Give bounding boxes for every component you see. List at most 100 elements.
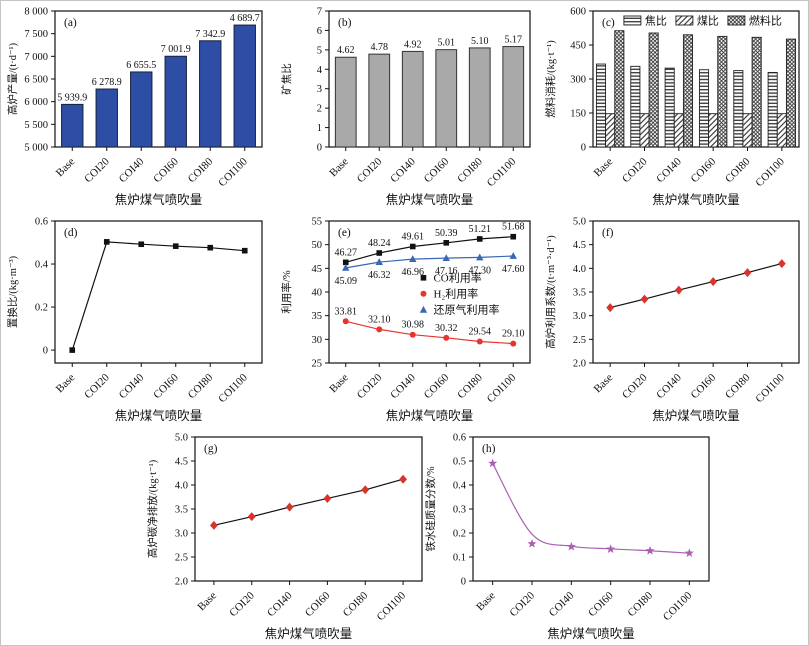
svg-text:5 939.9: 5 939.9 bbox=[57, 92, 87, 103]
svg-text:COI80: COI80 bbox=[341, 589, 371, 619]
svg-text:5.01: 5.01 bbox=[438, 38, 456, 49]
svg-text:(g): (g) bbox=[204, 443, 218, 455]
svg-text:3.5: 3.5 bbox=[573, 288, 586, 299]
svg-text:0.3: 0.3 bbox=[453, 505, 466, 516]
svg-text:Base: Base bbox=[195, 590, 219, 614]
svg-text:COI100: COI100 bbox=[753, 155, 787, 189]
svg-text:5 500: 5 500 bbox=[24, 120, 48, 131]
svg-text:COI80: COI80 bbox=[186, 371, 216, 401]
svg-text:(b): (b) bbox=[338, 17, 352, 29]
svg-text:0.2: 0.2 bbox=[35, 303, 48, 314]
chart-canvas-d: 0 0.2 0.4 0.6 Base COI20 COI40 COI60 COI80 COI100… bbox=[6, 217, 263, 423]
svg-text:Base: Base bbox=[54, 372, 78, 396]
svg-text:5.0: 5.0 bbox=[175, 433, 188, 444]
svg-text:8 000: 8 000 bbox=[24, 7, 48, 18]
svg-text:46.32: 46.32 bbox=[368, 270, 391, 281]
svg-text:COI60: COI60 bbox=[586, 589, 616, 619]
svg-text:0: 0 bbox=[581, 143, 586, 154]
svg-text:450: 450 bbox=[570, 41, 586, 52]
svg-text:Base: Base bbox=[327, 156, 351, 180]
svg-text:7 000: 7 000 bbox=[24, 52, 48, 63]
svg-text:焦炉煤气喷吹量: 焦炉煤气喷吹量 bbox=[652, 408, 740, 423]
chart-canvas-f: 2.0 2.5 3.0 3.5 4.0 4.5 5.0 Base COI20 COI40 COI60… bbox=[544, 217, 800, 423]
svg-text:COI100: COI100 bbox=[485, 155, 519, 189]
svg-text:COI60: COI60 bbox=[422, 371, 452, 401]
svg-text:3: 3 bbox=[317, 84, 322, 95]
svg-text:3.5: 3.5 bbox=[175, 505, 188, 516]
subplot-a-blast-furnace-output-bar-chart: 5 000 5 500 6 000 6 500 7 000 7 500 8 000 Base C… bbox=[3, 3, 271, 209]
svg-text:25: 25 bbox=[312, 359, 323, 370]
svg-text:COI40: COI40 bbox=[388, 371, 418, 401]
chart-canvas-b: 0 1 2 3 4 5 6 7 Base COI20 COI40 COI60 COI80 COI100 矿焦… bbox=[280, 7, 531, 207]
svg-text:(e): (e) bbox=[338, 227, 351, 239]
svg-text:COI40: COI40 bbox=[388, 155, 418, 185]
svg-text:35: 35 bbox=[312, 311, 323, 322]
svg-text:焦炉煤气喷吹量: 焦炉煤气喷吹量 bbox=[115, 192, 203, 207]
svg-text:铁水硅质量分数/%: 铁水硅质量分数/% bbox=[424, 466, 437, 551]
chart-canvas-h: 0 0.1 0.2 0.3 0.4 0.5 0.6 Base COI20 COI40 COI60 CO… bbox=[424, 433, 710, 641]
svg-text:Base: Base bbox=[54, 156, 78, 180]
svg-text:300: 300 bbox=[570, 75, 586, 86]
svg-text:COI20: COI20 bbox=[507, 589, 537, 619]
svg-text:4.5: 4.5 bbox=[175, 457, 188, 468]
svg-text:4.5: 4.5 bbox=[573, 240, 586, 251]
svg-text:利用率/%: 利用率/% bbox=[280, 270, 293, 313]
svg-text:矿焦比: 矿焦比 bbox=[280, 63, 293, 95]
svg-text:6: 6 bbox=[317, 26, 322, 37]
svg-text:COI80: COI80 bbox=[723, 371, 753, 401]
svg-text:COI80: COI80 bbox=[625, 589, 655, 619]
svg-text:4.78: 4.78 bbox=[371, 42, 389, 53]
svg-text:COI60: COI60 bbox=[689, 155, 719, 185]
svg-text:焦炉煤气喷吹量: 焦炉煤气喷吹量 bbox=[265, 626, 353, 641]
svg-text:0: 0 bbox=[43, 346, 48, 357]
svg-text:4 689.7: 4 689.7 bbox=[230, 13, 260, 24]
svg-text:51.68: 51.68 bbox=[502, 222, 525, 233]
svg-text:45.09: 45.09 bbox=[335, 276, 358, 287]
svg-text:2.5: 2.5 bbox=[175, 553, 188, 564]
svg-text:燃料比: 燃料比 bbox=[749, 14, 782, 28]
svg-text:焦炉煤气喷吹量: 焦炉煤气喷吹量 bbox=[386, 408, 474, 423]
svg-text:COI40: COI40 bbox=[265, 589, 295, 619]
svg-text:焦比: 焦比 bbox=[645, 15, 667, 28]
svg-text:4.62: 4.62 bbox=[337, 45, 355, 56]
svg-text:Base: Base bbox=[592, 156, 616, 180]
svg-text:COI20: COI20 bbox=[355, 155, 385, 185]
svg-text:30: 30 bbox=[312, 335, 323, 346]
svg-text:(c): (c) bbox=[602, 17, 615, 29]
svg-text:5 000: 5 000 bbox=[24, 143, 48, 154]
svg-text:5.17: 5.17 bbox=[505, 35, 523, 46]
subplot-e-gas-utilization-line-chart: 25 30 35 40 45 50 55 Base COI20 COI40 COI60 COI80 CO… bbox=[277, 213, 539, 425]
svg-text:COI100: COI100 bbox=[216, 155, 250, 189]
svg-text:COI40: COI40 bbox=[654, 371, 684, 401]
svg-text:50.39: 50.39 bbox=[435, 228, 458, 239]
svg-text:COI100: COI100 bbox=[485, 371, 519, 405]
svg-text:29.10: 29.10 bbox=[502, 329, 525, 340]
svg-text:3.0: 3.0 bbox=[573, 311, 586, 322]
svg-text:CO利用率: CO利用率 bbox=[433, 271, 481, 285]
subplot-d-replacement-ratio-line-chart: 0 0.2 0.4 0.6 Base COI20 COI40 COI60 COI80 COI100… bbox=[3, 213, 271, 425]
svg-text:4: 4 bbox=[317, 65, 323, 76]
svg-text:0.5: 0.5 bbox=[453, 457, 466, 468]
svg-text:置换比/(kg·m⁻³): 置换比/(kg·m⁻³) bbox=[6, 255, 19, 328]
svg-text:4.0: 4.0 bbox=[573, 264, 586, 275]
svg-text:COI60: COI60 bbox=[151, 371, 181, 401]
svg-text:6 655.5: 6 655.5 bbox=[126, 60, 156, 71]
svg-text:COI100: COI100 bbox=[375, 589, 409, 623]
chart-canvas-g: 2.0 2.5 3.0 3.5 4.0 4.5 5.0 Base COI20 COI40 COI60… bbox=[146, 433, 423, 641]
svg-text:2: 2 bbox=[317, 104, 322, 115]
svg-text:47.16: 47.16 bbox=[435, 266, 458, 277]
svg-text:47.60: 47.60 bbox=[502, 264, 525, 275]
svg-text:47.30: 47.30 bbox=[469, 265, 492, 276]
subplot-g-net-carbon-emission-line-chart: 2.0 2.5 3.0 3.5 4.0 4.5 5.0 Base COI20 COI40 COI60… bbox=[143, 429, 431, 643]
svg-text:COI60: COI60 bbox=[151, 155, 181, 185]
svg-text:45: 45 bbox=[312, 264, 323, 275]
svg-text:32.10: 32.10 bbox=[368, 314, 391, 325]
svg-text:COI80: COI80 bbox=[455, 371, 485, 401]
svg-text:高炉利用系数/(t·m⁻³·d⁻¹): 高炉利用系数/(t·m⁻³·d⁻¹) bbox=[544, 235, 557, 349]
svg-text:COI20: COI20 bbox=[620, 371, 650, 401]
svg-text:2.0: 2.0 bbox=[573, 359, 586, 370]
svg-text:焦炉煤气喷吹量: 焦炉煤气喷吹量 bbox=[652, 192, 740, 207]
svg-text:燃料消耗/(kg·t⁻¹): 燃料消耗/(kg·t⁻¹) bbox=[544, 40, 557, 118]
